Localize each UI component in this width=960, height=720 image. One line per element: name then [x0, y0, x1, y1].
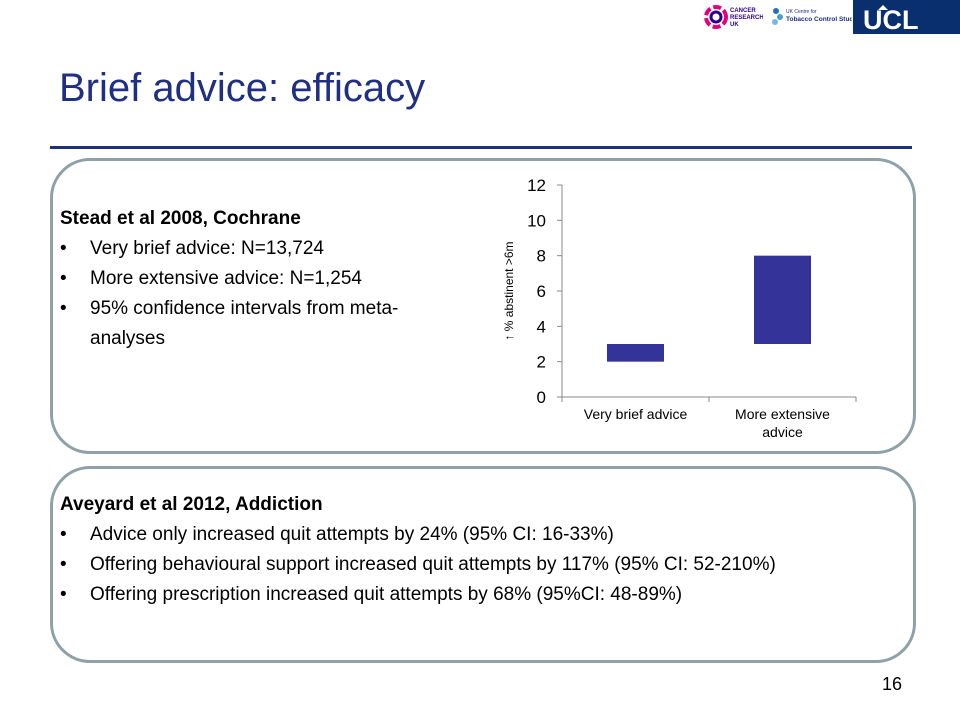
cancer-logo-line1: CANCER [730, 8, 756, 14]
abstinence-chart: 0 2 4 6 8 10 12 ↑ % abstinent >6m Very brief adv… [492, 170, 862, 455]
tobacco-control-studies-logo: UK Centre for Tobacco Control Studies [770, 3, 863, 31]
page-number: 16 [882, 674, 903, 694]
aveyard-text: Aveyard et al 2012, Addiction Advice onl… [60, 490, 900, 610]
slide-title: Brief advice: efficacy [59, 66, 426, 110]
ucl-logo-text: UCL [863, 5, 919, 34]
bar-2 [754, 255, 811, 344]
title-divider [50, 146, 912, 149]
list-item: Offering prescription increased quit att… [60, 580, 900, 610]
aveyard-list: Advice only increased quit attempts by 2… [60, 520, 900, 610]
y-tick-label: 6 [537, 282, 546, 301]
ucl-logo: UCL [853, 0, 960, 35]
cancer-logo-line2: RESEARCH [730, 15, 763, 21]
svg-text:UK Centre for: UK Centre for [786, 9, 817, 15]
list-item: More extensive advice: N=1,254 [60, 264, 440, 294]
y-tick-label: 8 [537, 247, 546, 266]
y-tick-label: 2 [537, 353, 546, 372]
y-tick-label: 4 [537, 317, 546, 336]
stead-text: Stead et al 2008, Cochrane Very brief ad… [60, 204, 440, 354]
x-tick-label: advice [762, 424, 803, 440]
x-tick-label: More extensive [735, 406, 830, 422]
x-tick-label: Very brief advice [584, 406, 688, 422]
y-tick-label: 0 [537, 388, 546, 407]
aveyard-heading: Aveyard et al 2012, Addiction [60, 494, 323, 515]
bar-1 [607, 344, 664, 362]
abstinence-chart-svg: 0 2 4 6 8 10 12 ↑ % abstinent >6m Very brief adv… [502, 176, 857, 440]
stead-heading: Stead et al 2008, Cochrane [60, 208, 301, 229]
y-tick-label: 10 [527, 211, 546, 230]
list-item: 95% confidence intervals from meta-analy… [60, 294, 440, 354]
list-item: Very brief advice: N=13,724 [60, 234, 440, 264]
y-axis-label: ↑ % abstinent >6m [502, 241, 516, 340]
stead-list: Very brief advice: N=13,724 More extensi… [60, 234, 440, 354]
y-tick-label: 12 [527, 176, 546, 195]
cancer-research-uk-logo: CANCER RESEARCH UK [703, 3, 764, 31]
list-item: Advice only increased quit attempts by 2… [60, 520, 900, 550]
list-item: Offering behavioural support increased q… [60, 550, 900, 580]
cancer-logo-line3: UK [730, 22, 739, 28]
svg-text:Tobacco Control Studies: Tobacco Control Studies [786, 16, 852, 23]
